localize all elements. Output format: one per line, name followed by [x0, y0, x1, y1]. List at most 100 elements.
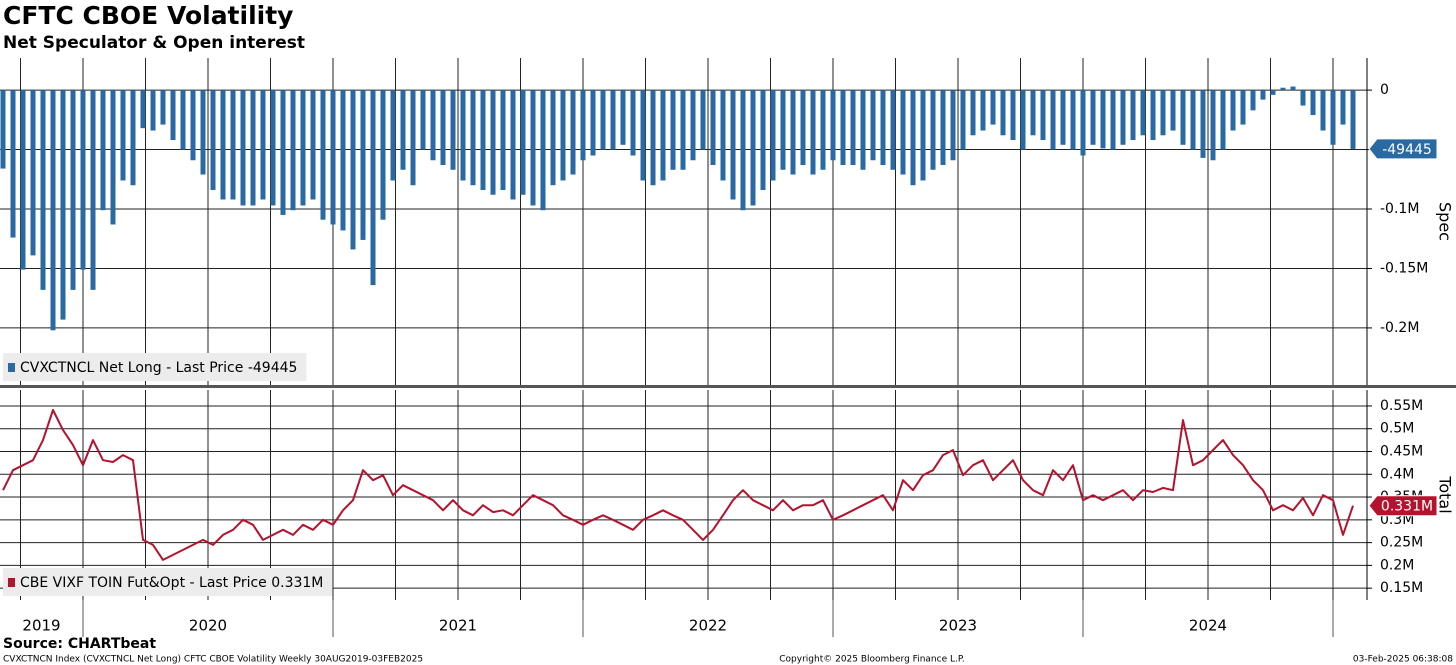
bar	[1210, 90, 1216, 161]
bar	[1350, 90, 1356, 149]
bar	[700, 90, 706, 150]
bar	[580, 90, 586, 161]
bar	[250, 90, 256, 206]
x-tick-label: 2024	[1189, 617, 1227, 635]
bar	[860, 90, 866, 170]
y-tick-label: 0.5M	[1380, 421, 1414, 437]
y-axis-label: Total	[1436, 475, 1455, 513]
bar	[1270, 90, 1276, 95]
legend-background	[3, 353, 307, 381]
x-tick-label: 2019	[22, 617, 60, 635]
bar	[80, 90, 86, 270]
bar	[50, 90, 56, 331]
y-tick-label: 0	[1380, 82, 1389, 98]
y-axis-label: Spec	[1436, 202, 1455, 241]
bar	[1110, 90, 1116, 150]
bar	[230, 90, 236, 200]
bar	[410, 90, 416, 186]
bar	[460, 90, 466, 181]
bar	[920, 90, 926, 181]
bar	[0, 90, 6, 169]
bar	[10, 90, 16, 238]
bar	[1200, 90, 1206, 158]
bar	[1230, 90, 1236, 131]
bar	[1000, 90, 1006, 136]
x-tick-label: 2021	[439, 617, 477, 635]
bar	[650, 90, 656, 186]
bar	[780, 90, 786, 170]
bar	[1220, 90, 1226, 150]
last-price-label: -49445	[1382, 142, 1432, 158]
chart-subtitle: Net Speculator & Open interest	[3, 33, 305, 53]
bar	[1090, 90, 1096, 145]
bar	[530, 90, 536, 206]
bar	[870, 90, 876, 161]
bar	[710, 90, 716, 166]
panel: 0 -0.1M -0.15M -0.2M Spec -49445 CVXCTNCL Net …	[0, 58, 1455, 385]
bar	[790, 90, 796, 175]
legend-swatch	[8, 363, 15, 372]
bar	[560, 90, 566, 181]
bar	[210, 90, 216, 190]
bar	[170, 90, 176, 141]
last-price-label: 0.331M	[1381, 499, 1433, 515]
bar	[420, 90, 426, 150]
bar	[290, 90, 296, 211]
bar	[1260, 90, 1266, 100]
bar	[1170, 90, 1176, 131]
bar	[240, 90, 246, 206]
bar	[670, 90, 676, 170]
x-tick-label: 2022	[689, 617, 727, 635]
bar	[100, 90, 106, 211]
bar	[1050, 90, 1056, 150]
bar	[380, 90, 386, 220]
bar	[1240, 90, 1246, 125]
bar	[750, 90, 756, 206]
bar	[720, 90, 726, 181]
bar	[270, 90, 276, 206]
bar	[840, 90, 846, 166]
y-tick-label: -0.2M	[1380, 320, 1419, 336]
bar	[130, 90, 136, 186]
bar	[930, 90, 936, 170]
bar	[620, 90, 626, 145]
bar	[1040, 90, 1046, 141]
bar	[1030, 90, 1036, 136]
bar	[300, 90, 306, 206]
bar	[190, 90, 196, 161]
bar	[1020, 90, 1026, 150]
bar	[900, 90, 906, 175]
bar	[960, 90, 966, 150]
bar	[60, 90, 66, 320]
bar	[970, 90, 976, 136]
bar	[390, 90, 396, 181]
bar	[140, 90, 146, 129]
y-tick-label: 0.15M	[1380, 580, 1423, 596]
bar	[1340, 90, 1346, 125]
bar	[680, 90, 686, 170]
bar	[1130, 90, 1136, 141]
bar	[20, 90, 26, 270]
bar	[360, 90, 366, 240]
bar	[940, 90, 946, 166]
bar	[110, 90, 116, 225]
bar	[590, 90, 596, 156]
y-tick-label: 0.45M	[1380, 443, 1423, 459]
bar	[90, 90, 96, 290]
timestamp: 03-Feb-2025 06:38:08	[1353, 655, 1453, 665]
bar	[440, 90, 446, 166]
bar	[980, 90, 986, 131]
bar	[500, 90, 506, 190]
bar	[850, 90, 856, 166]
y-tick-label: 0.4M	[1380, 466, 1414, 482]
bar	[430, 90, 436, 161]
y-tick-label: -0.15M	[1380, 260, 1428, 276]
y-tick-label: -0.1M	[1380, 201, 1419, 217]
bar	[640, 90, 646, 181]
bar	[160, 90, 166, 125]
bar	[760, 90, 766, 190]
last-price-tag	[1368, 495, 1438, 517]
legend-swatch	[8, 578, 15, 587]
bar	[520, 90, 526, 195]
